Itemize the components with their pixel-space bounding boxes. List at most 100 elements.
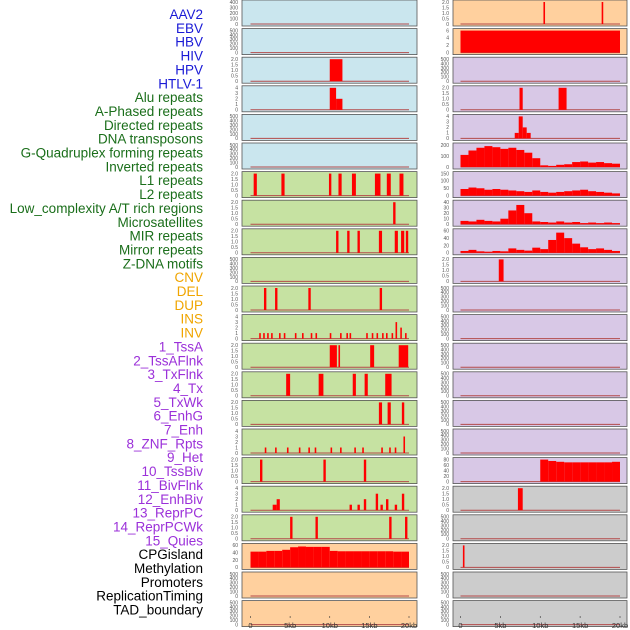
data-bar: [476, 251, 485, 253]
data-bar: [393, 551, 402, 568]
track-label: Directed repeats: [104, 118, 203, 133]
y-tick-label: 100: [441, 618, 450, 624]
y-tick-label: 1.5: [231, 520, 238, 526]
data-bar: [516, 249, 525, 253]
data-bar: [532, 221, 541, 225]
y-tick-label: 0: [235, 279, 238, 285]
right-panel-column: 2.01.51.00.50642050040030020010002.01.51…: [441, 0, 628, 628]
panel-background: [452, 371, 628, 399]
panel-background: [452, 256, 628, 284]
y-tick-label: 2.0: [231, 400, 238, 406]
y-tick-label: 6: [446, 28, 449, 34]
y-tick-label: 200: [230, 42, 239, 48]
data-bar: [340, 447, 342, 453]
data-bar: [540, 165, 549, 167]
data-bar: [588, 249, 597, 253]
y-tick-label: 0.5: [442, 274, 449, 280]
data-bar: [376, 333, 379, 339]
track-label: Promoters: [141, 575, 204, 590]
left-panel: 2.01.51.00.50: [231, 285, 418, 314]
y-tick-label: 200: [230, 614, 239, 620]
data-bar: [281, 173, 285, 196]
y-tick-label: 100: [441, 589, 450, 595]
y-tick-label: 0: [235, 308, 238, 314]
data-bar: [400, 327, 402, 339]
data-bar: [588, 191, 597, 196]
y-tick-label: 0.5: [231, 188, 238, 194]
panel-background: [452, 514, 628, 542]
y-tick-label: 30: [443, 206, 449, 212]
track-label: 7_Enh: [164, 423, 203, 438]
y-tick-label: 300: [230, 123, 239, 129]
data-bar: [378, 402, 383, 425]
data-bar: [604, 163, 613, 167]
y-tick-label: 0.5: [231, 217, 238, 223]
y-tick-label: 0.5: [442, 102, 449, 108]
data-bar: [263, 333, 265, 339]
y-tick-label: 1.0: [231, 182, 238, 188]
y-tick-label: 300: [230, 266, 239, 272]
data-bar: [580, 223, 589, 225]
data-bar: [336, 98, 343, 110]
panel-background: [241, 56, 418, 84]
y-tick-label: 100: [230, 589, 239, 595]
y-tick-label: 200: [441, 299, 450, 305]
data-bar: [286, 373, 291, 396]
data-bar: [328, 173, 332, 196]
y-tick-label: 2.0: [231, 343, 238, 349]
y-tick-label: 2.0: [231, 372, 238, 378]
y-tick-label: 300: [441, 409, 450, 415]
data-bar: [588, 162, 597, 167]
track-label: TAD_boundary: [113, 603, 203, 618]
y-tick-label: 1.0: [231, 240, 238, 246]
data-bar: [498, 259, 504, 282]
y-tick-label: 100: [441, 75, 450, 81]
track-label: HPV: [175, 62, 203, 77]
y-tick-label: 80: [443, 457, 449, 463]
y-tick-label: 200: [230, 127, 239, 133]
data-bar: [484, 251, 493, 253]
data-bar: [572, 462, 581, 482]
y-tick-label: 150: [441, 171, 450, 177]
data-bar: [357, 504, 360, 511]
data-bar: [329, 345, 337, 368]
data-bar: [556, 221, 565, 225]
y-tick-label: 0.5: [231, 474, 238, 480]
data-bar: [263, 288, 267, 310]
y-tick-label: 2: [235, 497, 238, 503]
data-bar: [492, 250, 501, 253]
y-tick-label: 200: [441, 70, 450, 76]
data-bar: [580, 462, 589, 482]
data-bar: [323, 459, 326, 482]
y-tick-label: 500: [441, 314, 450, 320]
right-panel: 2.01.51.00.50: [442, 485, 628, 514]
panel-background: [452, 399, 628, 427]
y-tick-label: 100: [441, 154, 450, 160]
y-tick-label: 100: [230, 275, 239, 281]
y-tick-label: 0: [446, 308, 449, 314]
x-tick-label: 15kb: [572, 621, 588, 630]
data-bar: [386, 173, 391, 196]
y-tick-label: 0: [235, 108, 238, 114]
panel-background: [452, 428, 628, 456]
y-tick-label: 300: [441, 323, 450, 329]
y-tick-label: 1.0: [231, 211, 238, 217]
y-tick-label: 2.0: [442, 86, 449, 92]
data-bar: [371, 333, 374, 339]
data-bar: [519, 87, 523, 110]
data-bar: [556, 191, 565, 196]
y-tick-label: 100: [441, 418, 450, 424]
y-tick-label: 0: [446, 394, 449, 400]
x-tick-label: 5kb: [494, 621, 506, 630]
data-bar: [310, 333, 313, 339]
data-bar: [363, 459, 367, 482]
data-bar: [340, 333, 342, 339]
panel-background: [241, 485, 418, 513]
data-bar: [401, 551, 409, 568]
track-label: HTLV-1: [158, 76, 203, 91]
y-tick-label: 0: [446, 222, 449, 228]
